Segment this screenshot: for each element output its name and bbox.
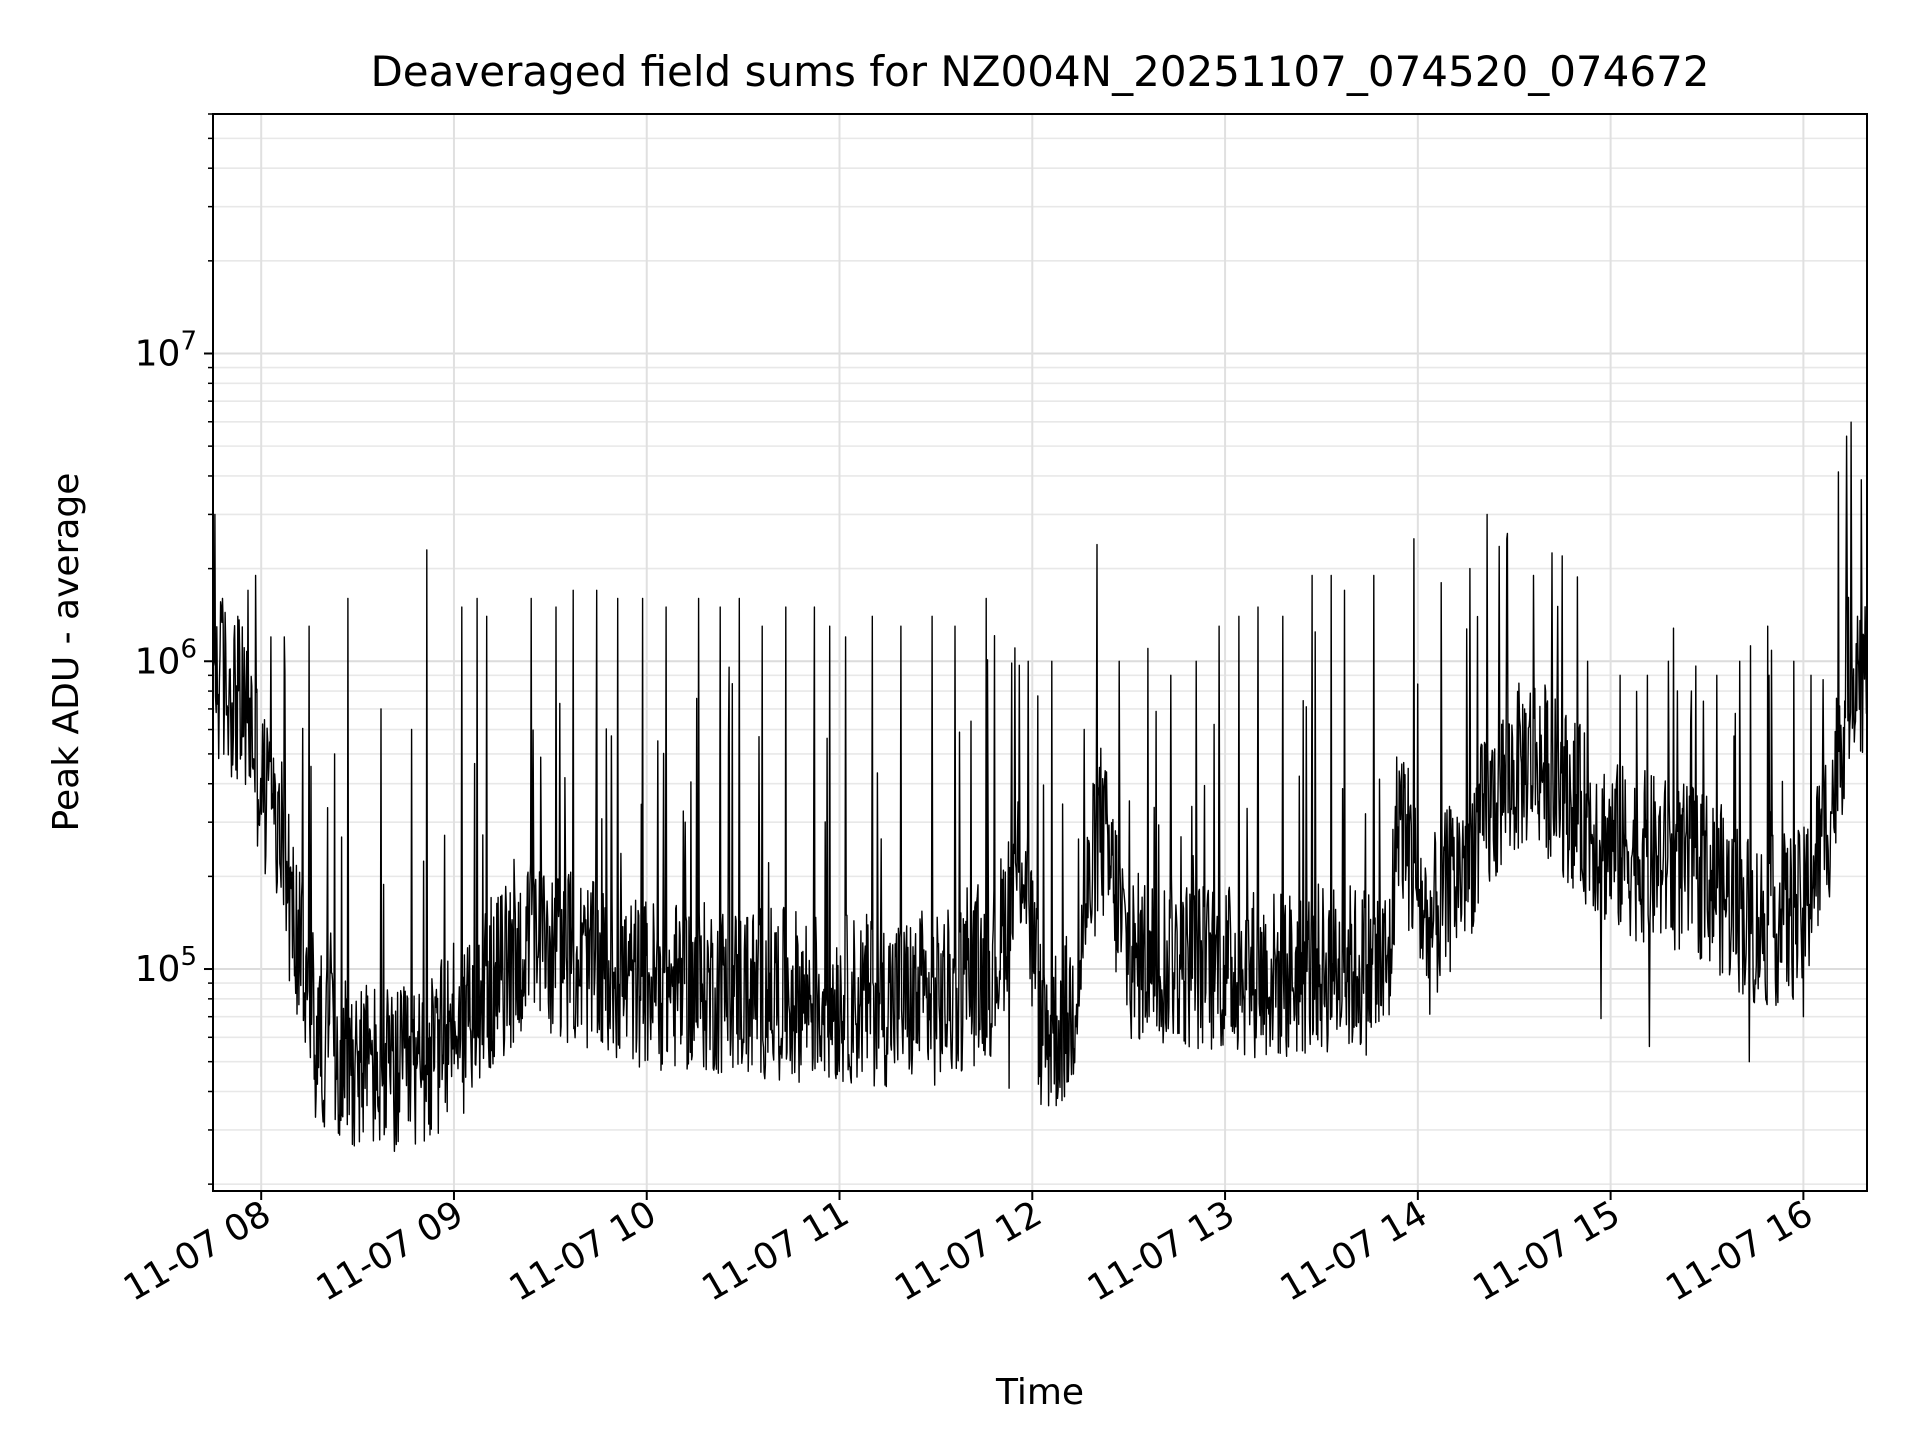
y-tick-base: 10 xyxy=(135,949,181,990)
y-tick-label: 107 xyxy=(135,326,197,374)
x-axis-label: Time xyxy=(995,1372,1084,1413)
y-tick-label: 105 xyxy=(135,942,197,990)
plot-frame xyxy=(212,113,1868,1192)
y-tick-label: 106 xyxy=(135,634,197,682)
plot-data xyxy=(212,421,1868,1152)
y-axis-label: Peak ADU - average xyxy=(46,473,87,832)
y-tick-base: 10 xyxy=(135,641,181,682)
series-line xyxy=(212,421,1868,1152)
chart-title: Deaveraged field sums for NZ004N_2025110… xyxy=(370,47,1709,96)
y-tick-base: 10 xyxy=(135,333,181,374)
y-tick-exponent: 7 xyxy=(180,326,197,356)
y-tick-exponent: 5 xyxy=(180,942,197,972)
y-tick-exponent: 6 xyxy=(180,634,197,664)
